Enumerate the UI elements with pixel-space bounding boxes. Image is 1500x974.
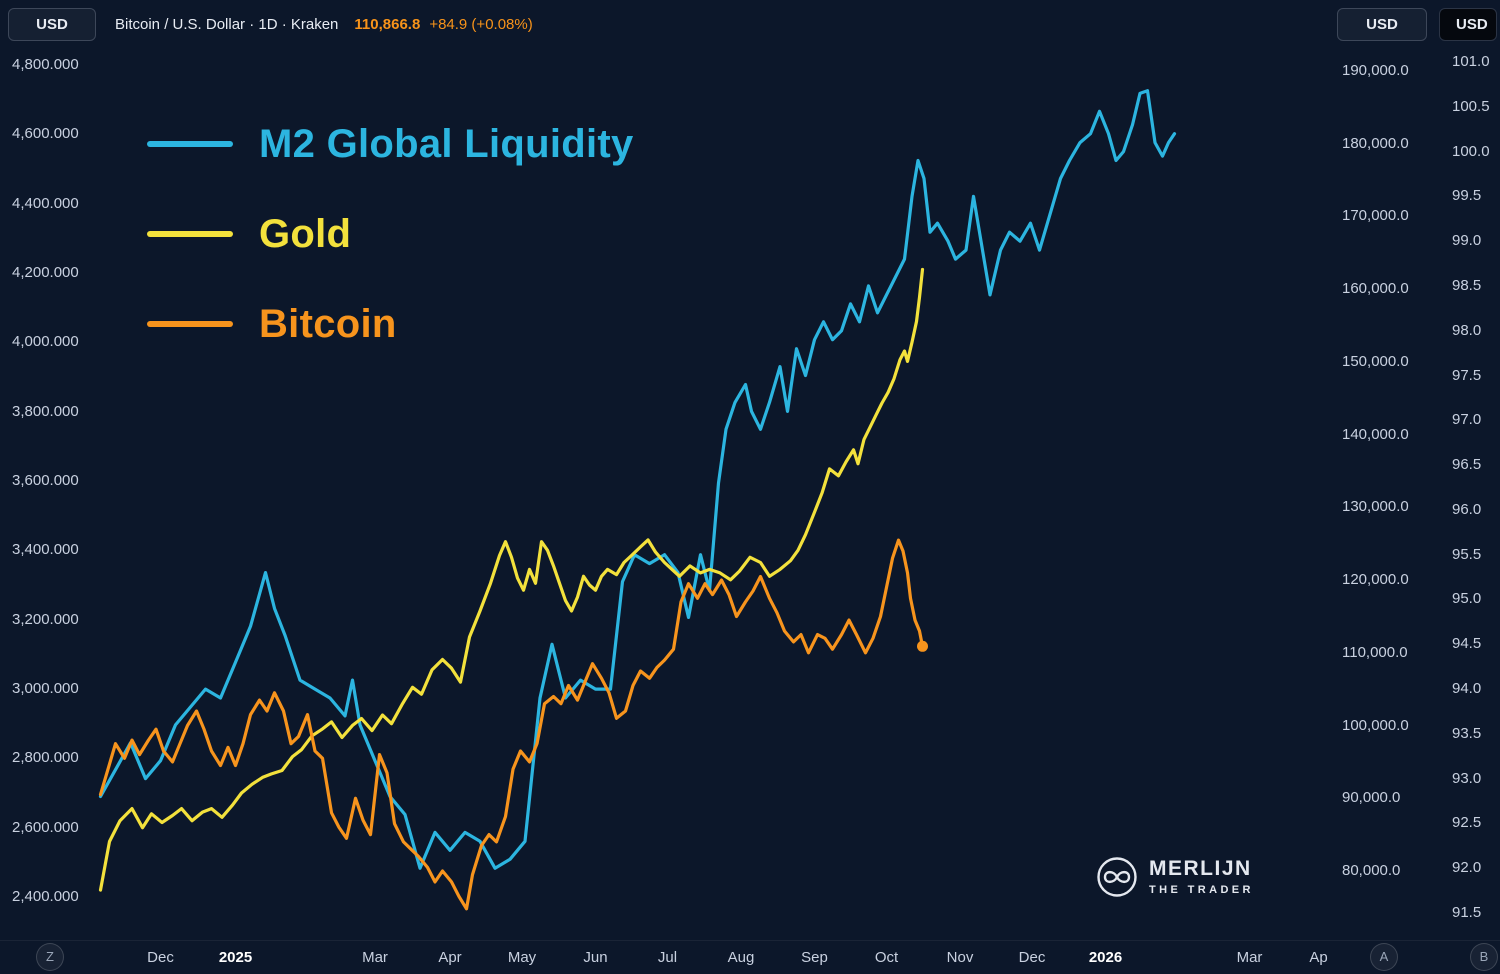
- price-tick-label: 98.5: [1452, 276, 1482, 294]
- timezone-button[interactable]: Z: [36, 943, 64, 971]
- price-tick-label: 140,000.0: [1342, 425, 1409, 443]
- price-tick-label: 160,000.0: [1342, 280, 1409, 298]
- price-tick-label: 150,000.0: [1342, 352, 1409, 370]
- legend-item: Bitcoin: [147, 300, 634, 348]
- price-tick-label: 95.5: [1452, 545, 1482, 563]
- price-tick-label: 92.5: [1452, 814, 1482, 832]
- legend-item: M2 Global Liquidity: [147, 120, 634, 168]
- price-tick-label: 2,400.000: [12, 888, 79, 905]
- legend-label-gold: Gold: [259, 211, 352, 256]
- price-tick-label: 2,600.000: [12, 818, 79, 836]
- price-tick-label: 130,000.0: [1342, 498, 1409, 516]
- time-tick-label: Dec: [147, 949, 174, 966]
- gold-line-swatch: [147, 231, 233, 237]
- bitcoin-price-scale[interactable]: 190,000.0 180,000.0 170,000.0 160,000.0 150,…: [1337, 0, 1442, 940]
- price-tick-label: 96.0: [1452, 500, 1482, 518]
- time-tick-label: Sep: [801, 949, 828, 966]
- price-tick-label: 4,200.000: [12, 264, 79, 281]
- price-tick-label: 4,800.000: [12, 56, 79, 73]
- price-tick-label: 93.5: [1452, 724, 1482, 742]
- price-tick-label: 190,000.0: [1342, 62, 1409, 79]
- time-tick-label: Apr: [438, 949, 462, 966]
- watermark: MERLIJN THE TRADER: [1096, 856, 1254, 898]
- price-tick-label: 180,000.0: [1342, 134, 1409, 152]
- legend: M2 Global Liquidity Gold Bitcoin: [147, 120, 634, 348]
- top-bar: USD Bitcoin / U.S. Dollar · 1D · Kraken …: [0, 0, 1500, 48]
- price-tick-label: 3,800.000: [12, 402, 79, 420]
- time-tick-label: Aug: [727, 949, 755, 966]
- series-line-gold: [98, 267, 925, 892]
- price-tick-label: 4,600.000: [12, 125, 79, 143]
- last-price-marker: [917, 640, 928, 652]
- price-tick-label: 170,000.0: [1342, 207, 1409, 225]
- price-tick-label: 95.0: [1452, 590, 1482, 608]
- price-tick-label: 4,400.000: [12, 194, 79, 212]
- price-tick-label: 3,600.000: [12, 472, 79, 489]
- price-tick-label: 90,000.0: [1342, 789, 1401, 807]
- legend-label-bitcoin: Bitcoin: [259, 301, 397, 346]
- m2-price-scale[interactable]: 101.0 100.5 100.0 99.5 99.0 98.5 98.0 97.5 97.0 9…: [1447, 0, 1500, 940]
- price-tick-label: 3,400.000: [12, 541, 79, 559]
- time-tick-label: 2025: [218, 949, 253, 966]
- price-tick-label: 110,000.0: [1342, 643, 1408, 661]
- price-tick-label: 94.0: [1452, 680, 1482, 698]
- series-line-m2-global-liquidity: [98, 89, 1177, 870]
- price-tick-label: 96.5: [1452, 456, 1482, 474]
- price-tick-label: 97.0: [1452, 411, 1482, 429]
- price-tick-label: 100,000.0: [1342, 716, 1409, 734]
- time-tick-label: Jul: [657, 949, 678, 966]
- legend-item: Gold: [147, 210, 634, 258]
- merlijn-logo-icon: [1097, 857, 1137, 897]
- price-tick-label: 80,000.0: [1342, 862, 1401, 879]
- m2-price-scale-currency-button[interactable]: USD: [1439, 8, 1497, 41]
- time-tick-label: Nov: [946, 949, 974, 966]
- time-tick-label: Ap: [1309, 949, 1328, 966]
- price-tick-label: 100.5: [1452, 97, 1490, 115]
- time-tick-label: Oct: [874, 949, 899, 966]
- price-tick-label: 94.5: [1452, 635, 1482, 653]
- watermark-name: MERLIJN: [1149, 857, 1252, 881]
- price-tick-label: 91.5: [1452, 904, 1482, 921]
- symbol-info-row: Bitcoin / U.S. Dollar · 1D · Kraken 110,…: [115, 0, 533, 48]
- symbol-title[interactable]: Bitcoin / U.S. Dollar · 1D · Kraken: [115, 15, 339, 33]
- time-tick-label: 2026: [1088, 949, 1123, 966]
- price-change: +84.9 (+0.08%): [429, 15, 533, 33]
- price-tick-label: 92.0: [1452, 859, 1482, 877]
- series-line-bitcoin: [98, 538, 925, 911]
- left-price-scale-currency-button[interactable]: USD: [8, 8, 96, 41]
- time-tick-label: Mar: [1236, 949, 1263, 966]
- price-tick-label: 101.0: [1452, 53, 1490, 70]
- watermark-text: MERLIJN THE TRADER: [1149, 857, 1254, 896]
- time-tick-label: May: [507, 949, 537, 966]
- price-tick-label: 99.0: [1452, 232, 1482, 250]
- price-tick-label: 98.0: [1452, 321, 1482, 339]
- price-tick-label: 3,200.000: [12, 610, 79, 628]
- price-tick-label: 3,000.000: [12, 680, 79, 697]
- bitcoin-line-swatch: [147, 321, 233, 327]
- time-scale[interactable]: Dec 2025 Mar Apr May Jun Jul Aug Sep Oct Nov Dec 202…: [0, 940, 1500, 974]
- bottom-right-button-b[interactable]: B: [1470, 943, 1498, 971]
- price-tick-label: 4,000.000: [12, 333, 79, 351]
- gold-price-scale[interactable]: 4,800.000 4,600.000 4,400.000 4,200.000 4,00…: [0, 0, 100, 940]
- price-tick-label: 120,000.0: [1342, 571, 1409, 589]
- time-tick-label: Dec: [1018, 949, 1046, 966]
- price-tick-label: 97.5: [1452, 366, 1482, 384]
- time-tick-label: Mar: [362, 949, 388, 966]
- legend-label-m2: M2 Global Liquidity: [259, 121, 634, 166]
- last-price: 110,866.8: [354, 15, 421, 33]
- price-tick-label: 100.0: [1452, 142, 1490, 160]
- m2-line-swatch: [147, 141, 233, 147]
- watermark-subtitle: THE TRADER: [1149, 883, 1254, 896]
- btc-price-scale-currency-button[interactable]: USD: [1337, 8, 1427, 41]
- price-tick-label: 99.5: [1452, 187, 1482, 205]
- price-tick-label: 2,800.000: [12, 749, 79, 767]
- time-tick-label: Jun: [583, 949, 608, 966]
- bottom-right-button-a[interactable]: A: [1370, 943, 1398, 971]
- price-tick-label: 93.0: [1452, 769, 1482, 787]
